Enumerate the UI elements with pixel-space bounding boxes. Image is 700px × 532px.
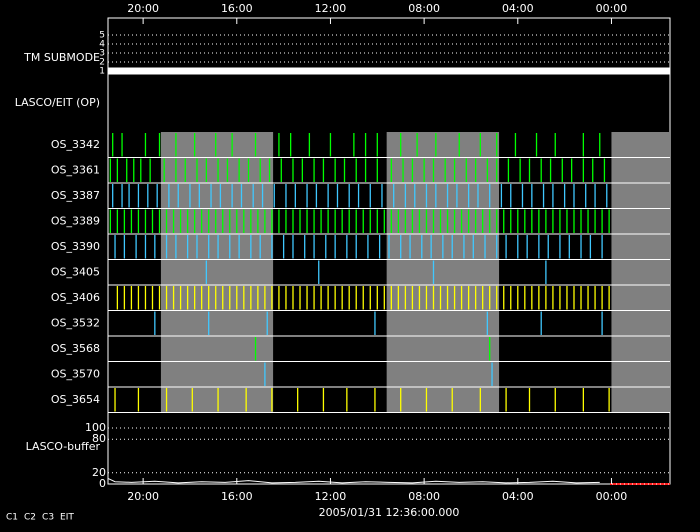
- row-label: OS_3361: [51, 163, 100, 176]
- row-label: OS_3570: [51, 367, 100, 380]
- shaded-region: [160, 132, 274, 413]
- legend-entry: EIT: [60, 513, 74, 523]
- y-tick-label: 2: [99, 58, 105, 68]
- x-tick-label-bottom: 00:00: [596, 490, 628, 503]
- buffer-line: [107, 477, 600, 484]
- y-tick-label: 0: [99, 477, 106, 490]
- row-label: OS_3387: [51, 189, 100, 202]
- y-tick-label: 80: [92, 432, 106, 445]
- x-tick-label-bottom: 12:00: [315, 490, 347, 503]
- shaded-region: [611, 132, 670, 413]
- legend-entry: C3: [42, 513, 54, 523]
- x-tick-label-bottom: 08:00: [408, 490, 440, 503]
- x-tick-label-top: 00:00: [596, 2, 628, 15]
- legend-entry: C1: [6, 513, 18, 523]
- y-tick-label: 3: [99, 49, 105, 59]
- op-label: LASCO/EIT (OP): [15, 96, 100, 109]
- shaded-region: [386, 132, 500, 413]
- y-tick-label: 1: [99, 67, 105, 77]
- row-label: OS_3342: [51, 138, 100, 151]
- time-label: 2005/01/31 12:36:00.000: [319, 506, 460, 519]
- y-tick-label: 5: [99, 31, 105, 41]
- y-tick-label: 100: [85, 421, 106, 434]
- x-tick-label-top: 04:00: [502, 2, 534, 15]
- row-label: OS_3654: [51, 393, 100, 406]
- x-tick-label-bottom: 04:00: [502, 490, 534, 503]
- x-tick-label-top: 16:00: [221, 2, 253, 15]
- row-label: OS_3406: [51, 291, 100, 304]
- x-tick-label-bottom: 20:00: [127, 490, 159, 503]
- y-tick-label: 20: [92, 466, 106, 479]
- row-label: OS_3532: [51, 316, 100, 329]
- row-label: OS_3389: [51, 214, 100, 227]
- buffer-label: LASCO-buffer: [26, 440, 101, 453]
- row-label: OS_3390: [51, 240, 100, 253]
- x-tick-label-top: 12:00: [315, 2, 347, 15]
- y-tick-label: 4: [99, 40, 105, 50]
- x-tick-label-top: 08:00: [408, 2, 440, 15]
- x-tick-label-top: 20:00: [127, 2, 159, 15]
- submode-label: TM SUBMODE: [23, 51, 100, 64]
- row-label: OS_3405: [51, 265, 100, 278]
- row-label: OS_3568: [51, 342, 100, 355]
- x-tick-label-bottom: 16:00: [221, 490, 253, 503]
- legend-entry: C2: [24, 513, 36, 523]
